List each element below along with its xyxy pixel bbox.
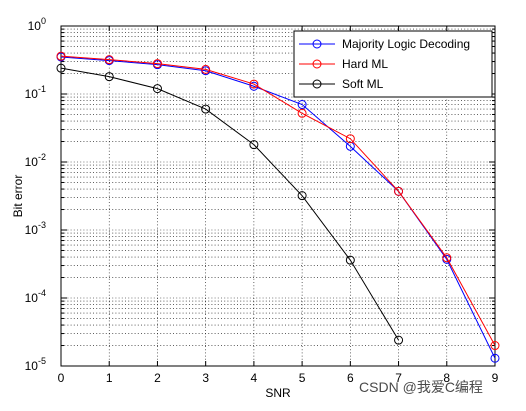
series-marker: [152, 84, 162, 94]
series-marker: [152, 59, 162, 69]
series-marker: [297, 100, 307, 110]
x-tick-label: 5: [299, 371, 306, 385]
legend-marker: [312, 39, 322, 49]
legend-label: Hard ML: [342, 57, 388, 71]
series-marker: [297, 108, 307, 118]
series-marker: [442, 253, 452, 263]
x-tick-label: 1: [106, 371, 113, 385]
series-marker: [249, 140, 259, 150]
legend: Majority Logic Decoding Hard ML Soft ML: [293, 30, 493, 98]
legend-label: Majority Logic Decoding: [342, 37, 470, 51]
series-marker: [345, 255, 355, 265]
y-tick-label: 100: [28, 16, 46, 33]
legend-marker: [312, 59, 322, 69]
series-marker: [249, 79, 259, 89]
y-tick-label: 10-4: [25, 288, 46, 305]
series-marker: [394, 335, 404, 345]
x-axis-label: SNR: [265, 386, 291, 400]
plot-frame: [60, 25, 496, 367]
series-marker: [201, 64, 211, 74]
series-marker: [104, 72, 114, 82]
y-tick-label: 10-3: [25, 220, 46, 237]
series-marker: [490, 341, 500, 351]
x-tick-label: 0: [58, 371, 65, 385]
x-tick-labels: 0 1 2 3 4 5 6 7 8 9: [58, 371, 499, 385]
series-marker: [490, 353, 500, 363]
series-marker: [297, 191, 307, 201]
series-marker: [345, 134, 355, 144]
series-marker: [56, 63, 66, 73]
series-line: [60, 67, 399, 341]
legend-label: Soft ML: [342, 77, 384, 91]
x-tick-label: 8: [443, 371, 450, 385]
y-tick-labels: 100 10-1 10-2 10-3 10-4 10-5: [25, 16, 46, 373]
series-marker: [56, 51, 66, 61]
y-tick-label: 10-5: [25, 356, 46, 373]
x-tick-label: 3: [202, 371, 209, 385]
legend-marker: [312, 79, 322, 89]
series-line: [60, 55, 496, 346]
y-axis-label: Bit error: [11, 175, 25, 218]
x-tick-label: 9: [492, 371, 499, 385]
y-tick-label: 10-2: [25, 152, 46, 169]
series-marker: [394, 186, 404, 196]
x-tick-label: 7: [395, 371, 402, 385]
x-tick-label: 4: [251, 371, 258, 385]
x-tick-label: 2: [154, 371, 161, 385]
series-lines: [56, 51, 500, 363]
series-marker: [104, 55, 114, 65]
series-marker: [201, 104, 211, 114]
y-tick-label: 10-1: [25, 84, 46, 101]
watermark: CSDN @我爱C编程: [359, 379, 483, 395]
x-tick-label: 6: [347, 371, 354, 385]
